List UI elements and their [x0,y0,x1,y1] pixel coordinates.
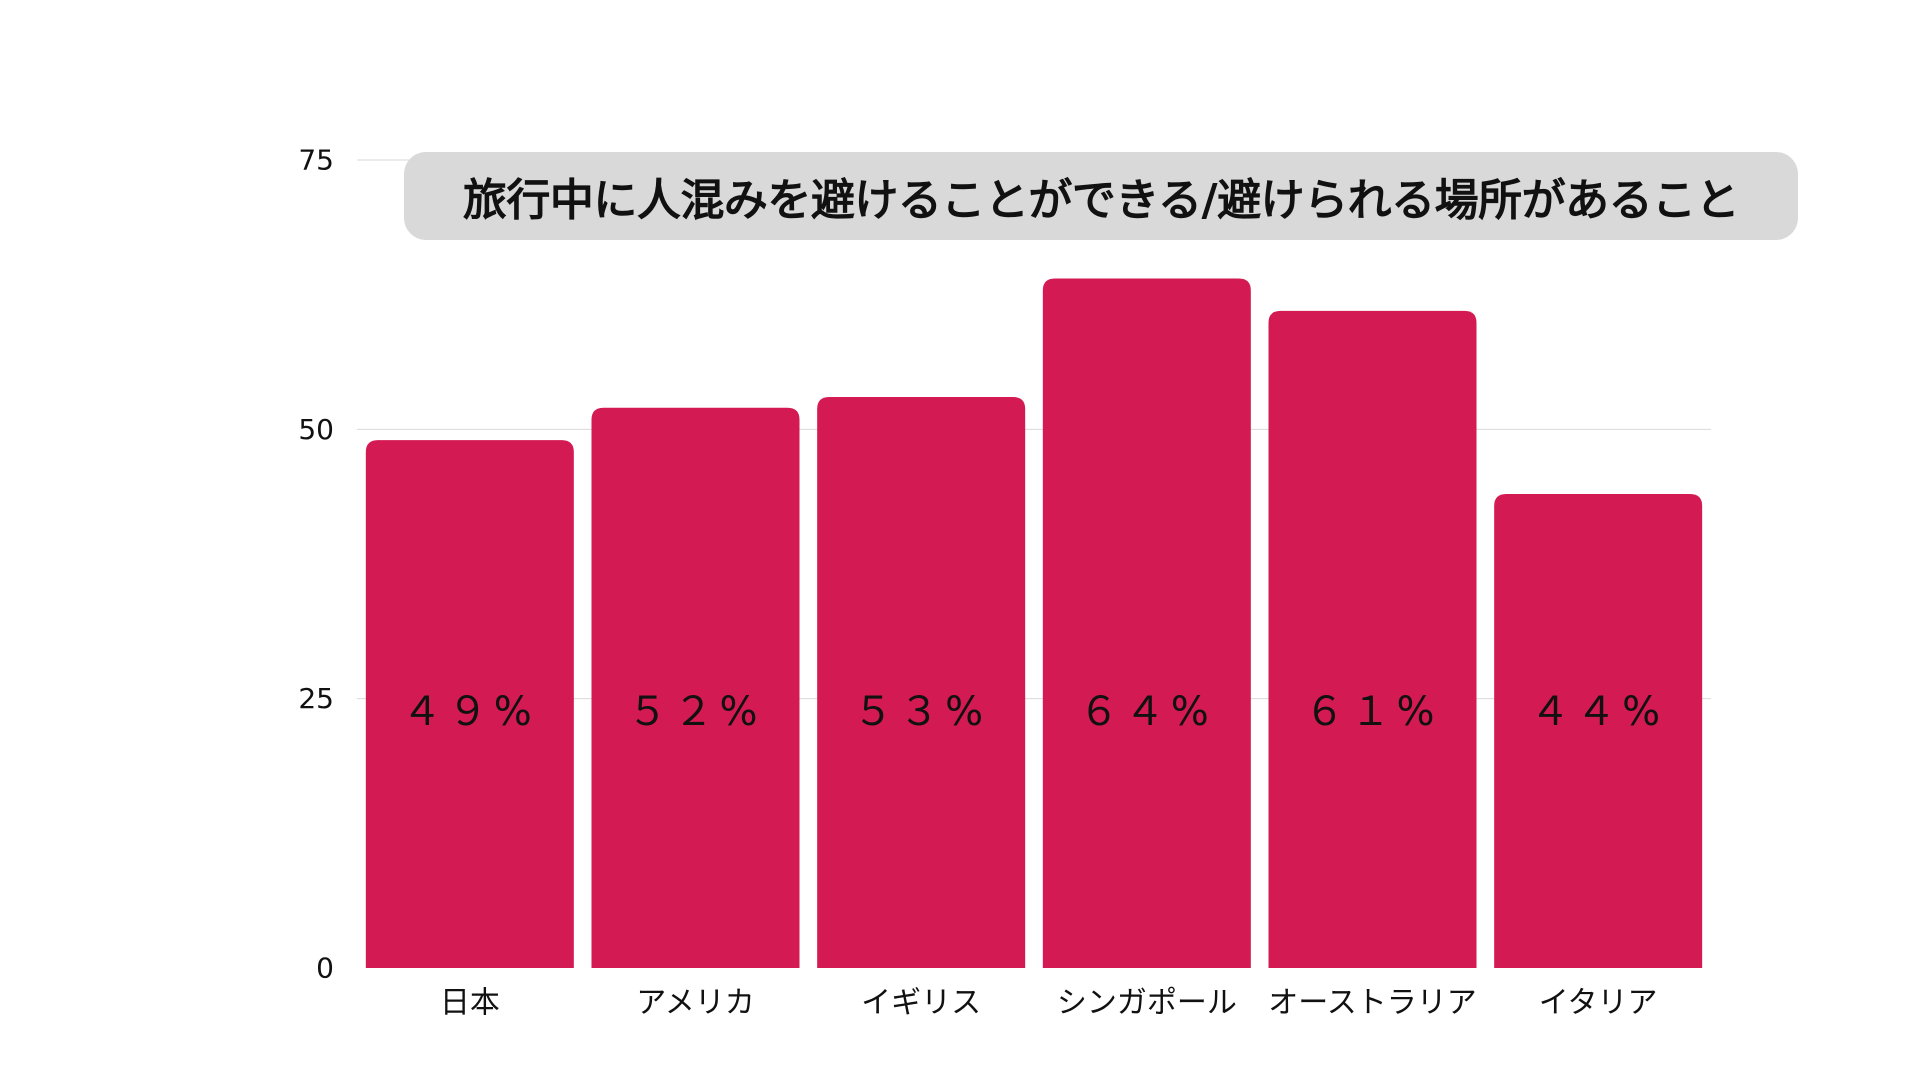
data-label: ５２% [627,689,763,735]
x-tick-label: シンガポール [1057,986,1237,1021]
y-tick-label: 25 [298,682,334,715]
bar [1494,493,1703,968]
data-label: ４９% [402,689,538,735]
bar [817,397,1026,969]
x-tick-label: アメリカ [636,986,755,1021]
x-tick-label: オーストラリア [1268,986,1477,1021]
x-tick-label: イタリア [1539,986,1658,1021]
x-tick-label: 日本 [440,986,500,1021]
y-tick-label: 50 [298,413,334,446]
y-tick-label: 75 [298,144,334,177]
data-label: ６４% [1079,689,1215,735]
y-tick-label: 0 [316,952,334,985]
data-label: ６１% [1304,689,1440,735]
data-label: ５３% [853,689,989,735]
chart-title: 旅行中に人混みを避けることができる/避けられる場所があること [462,175,1740,226]
chart-title-box: 旅行中に人混みを避けることができる/避けられる場所があること [404,152,1798,240]
bar [1042,278,1251,968]
bar [365,440,574,968]
data-label: ４４% [1530,689,1666,735]
bar [591,407,800,969]
bar [1268,310,1477,968]
x-tick-label: イギリス [861,986,981,1021]
